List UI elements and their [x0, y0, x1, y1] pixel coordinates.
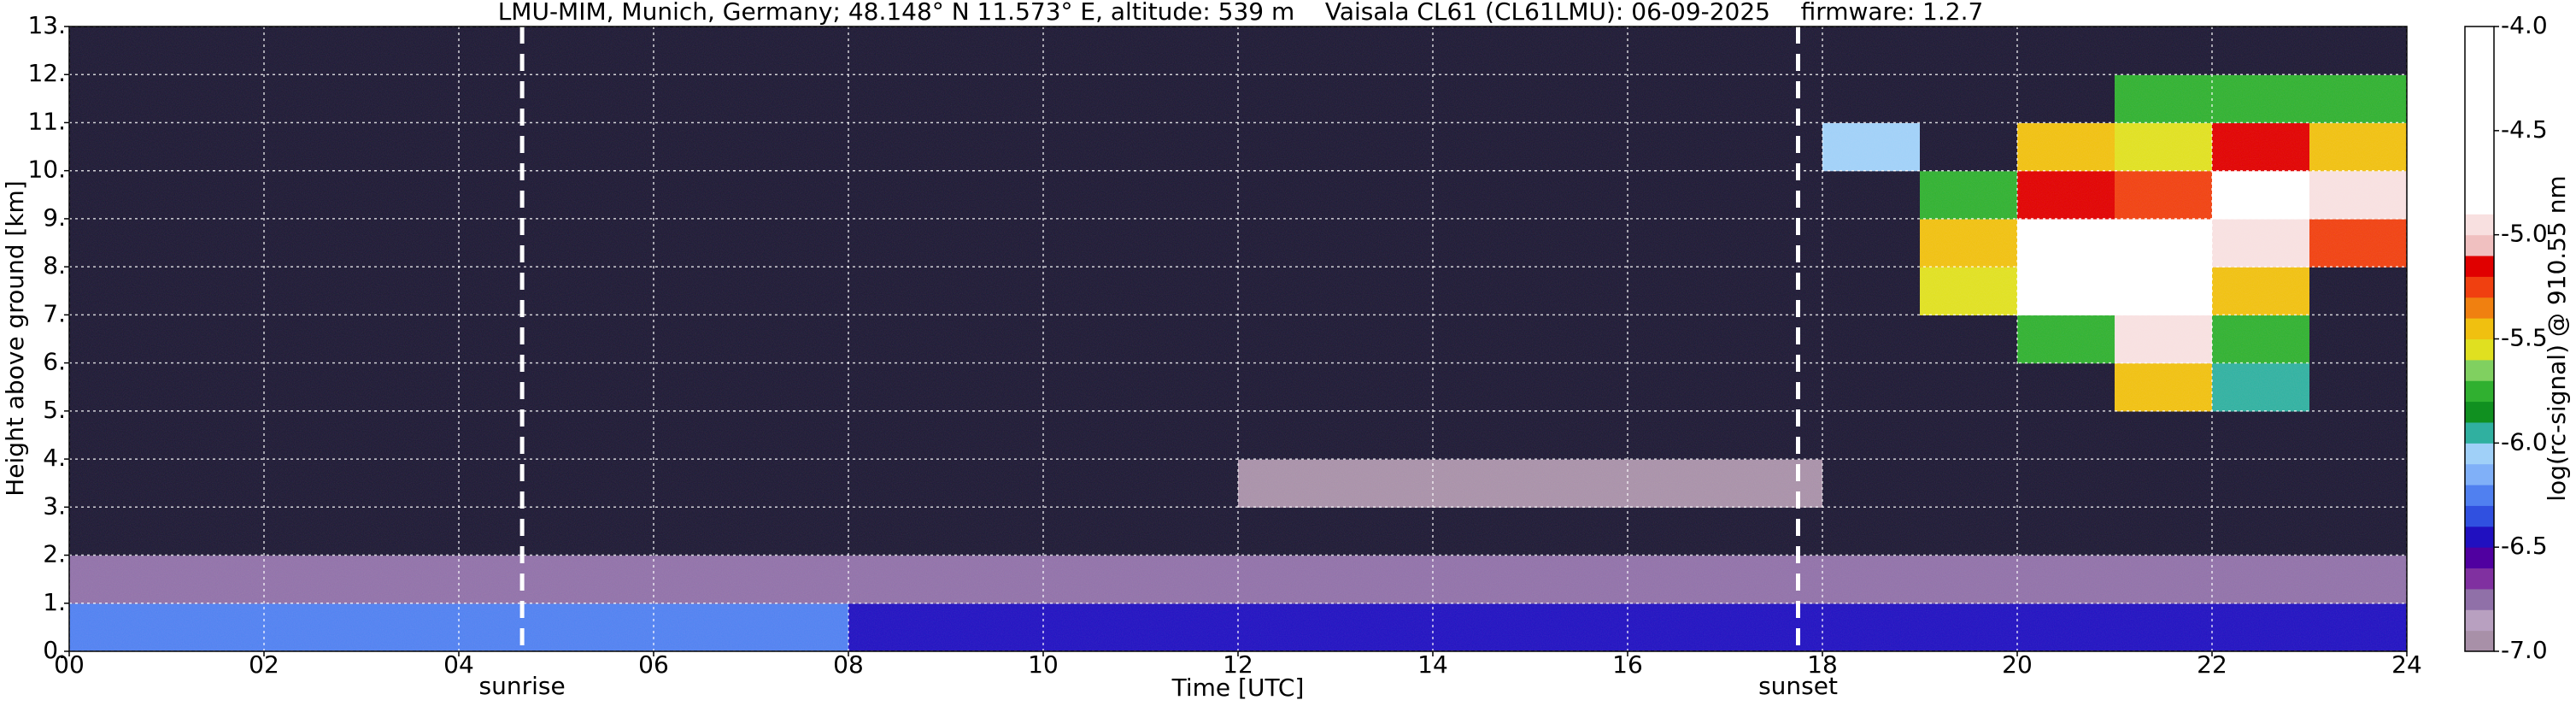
x-tick-label: 10 [1028, 650, 1059, 679]
colorbar-tick-label: -4.0 [2501, 11, 2548, 39]
colorbar-swatch [2465, 214, 2494, 236]
colorbar-swatch [2465, 47, 2494, 69]
x-tick-label: 14 [1417, 650, 1448, 679]
y-tick-label: 9. [43, 203, 66, 232]
colorbar-swatch [2465, 568, 2494, 590]
y-tick-label: 8. [43, 251, 66, 279]
x-tick-label: 00 [54, 650, 85, 679]
overlay: 00 02 04 06 08 10 12 14 16 18 20 22 24 0. 1. 2. 3. 4. 5. 6.… [27, 11, 2547, 700]
colorbar-swatch [2465, 172, 2494, 194]
colorbar-tick-label: -5.5 [2501, 324, 2548, 352]
chart-title: LMU-MIM, Munich, Germany; 48.148° N 11.5… [498, 0, 1984, 26]
x-axis-label: Time [UTC] [1171, 674, 1305, 702]
y-tick-label: 0. [43, 636, 66, 664]
x-tick-label: 18 [1807, 650, 1838, 679]
y-tick-label: 10. [27, 156, 66, 184]
colorbar-swatch [2465, 68, 2494, 90]
colorbar-swatch [2465, 547, 2494, 569]
colorbar-swatch [2465, 338, 2494, 361]
colorbar-swatch [2465, 234, 2494, 256]
colorbar-swatch [2465, 630, 2494, 652]
colorbar-label: log(rc-signal) @ 910.55 nm [2543, 175, 2571, 501]
y-tick-label: 11. [27, 107, 66, 135]
y-tick-label: 12. [27, 59, 66, 87]
colorbar-swatch [2465, 609, 2494, 632]
colorbar-swatch [2465, 588, 2494, 610]
x-tick-label: 22 [2197, 650, 2227, 679]
y-tick-label: 1. [43, 588, 66, 616]
y-tick-label: 3. [43, 491, 66, 520]
colorbar-swatch [2465, 276, 2494, 298]
colorbar-swatch [2465, 192, 2494, 215]
y-tick-label: 7. [43, 299, 66, 327]
colorbar-swatch [2465, 318, 2494, 339]
y-axis-label: Height above ground [km] [1, 180, 29, 497]
colorbar-swatch [2465, 109, 2494, 132]
colorbar-swatch [2465, 130, 2494, 152]
colorbar-swatch [2465, 297, 2494, 319]
x-tick-label: 20 [2002, 650, 2033, 679]
colorbar-swatch [2465, 443, 2494, 465]
x-tick-label: 08 [833, 650, 864, 679]
colorbar-swatch [2465, 463, 2494, 485]
x-tick-label: 16 [1612, 650, 1643, 679]
y-tick-label: 6. [43, 348, 66, 376]
x-tick-label: 24 [2391, 650, 2422, 679]
colorbar-tick-label: -7.0 [2501, 636, 2548, 664]
plot-frame [68, 26, 2408, 652]
colorbar-tick-label: -6.0 [2501, 427, 2548, 456]
x-tick-label: 12 [1223, 650, 1253, 679]
x-tick-label: 06 [638, 650, 669, 679]
y-tick-label: 2. [43, 540, 66, 568]
colorbar-swatch [2465, 359, 2494, 381]
colorbar-swatch [2465, 151, 2494, 174]
colorbar-tick-label: -6.5 [2501, 532, 2548, 560]
colorbar-swatch [2465, 421, 2494, 444]
colorbar-tick-label: -5.0 [2501, 220, 2548, 248]
colorbar-swatch [2465, 505, 2494, 527]
annotation-label: sunset [1758, 672, 1838, 700]
annotation-label: sunrise [479, 672, 566, 700]
colorbar-swatch [2465, 89, 2494, 110]
colorbar-swatch [2465, 256, 2494, 277]
y-tick-label: 4. [43, 444, 66, 472]
x-tick-label: 02 [249, 650, 279, 679]
y-tick-label: 5. [43, 396, 66, 424]
y-tick-label: 13. [27, 11, 66, 39]
colorbar-swatch [2465, 526, 2494, 548]
colorbar-swatch [2465, 380, 2494, 403]
colorbar-swatch [2465, 485, 2494, 506]
x-tick-label: 04 [443, 650, 474, 679]
colorbar-tick-label: -4.5 [2501, 115, 2548, 144]
colorbar-swatch [2465, 26, 2494, 48]
colorbar-swatch [2465, 401, 2494, 423]
